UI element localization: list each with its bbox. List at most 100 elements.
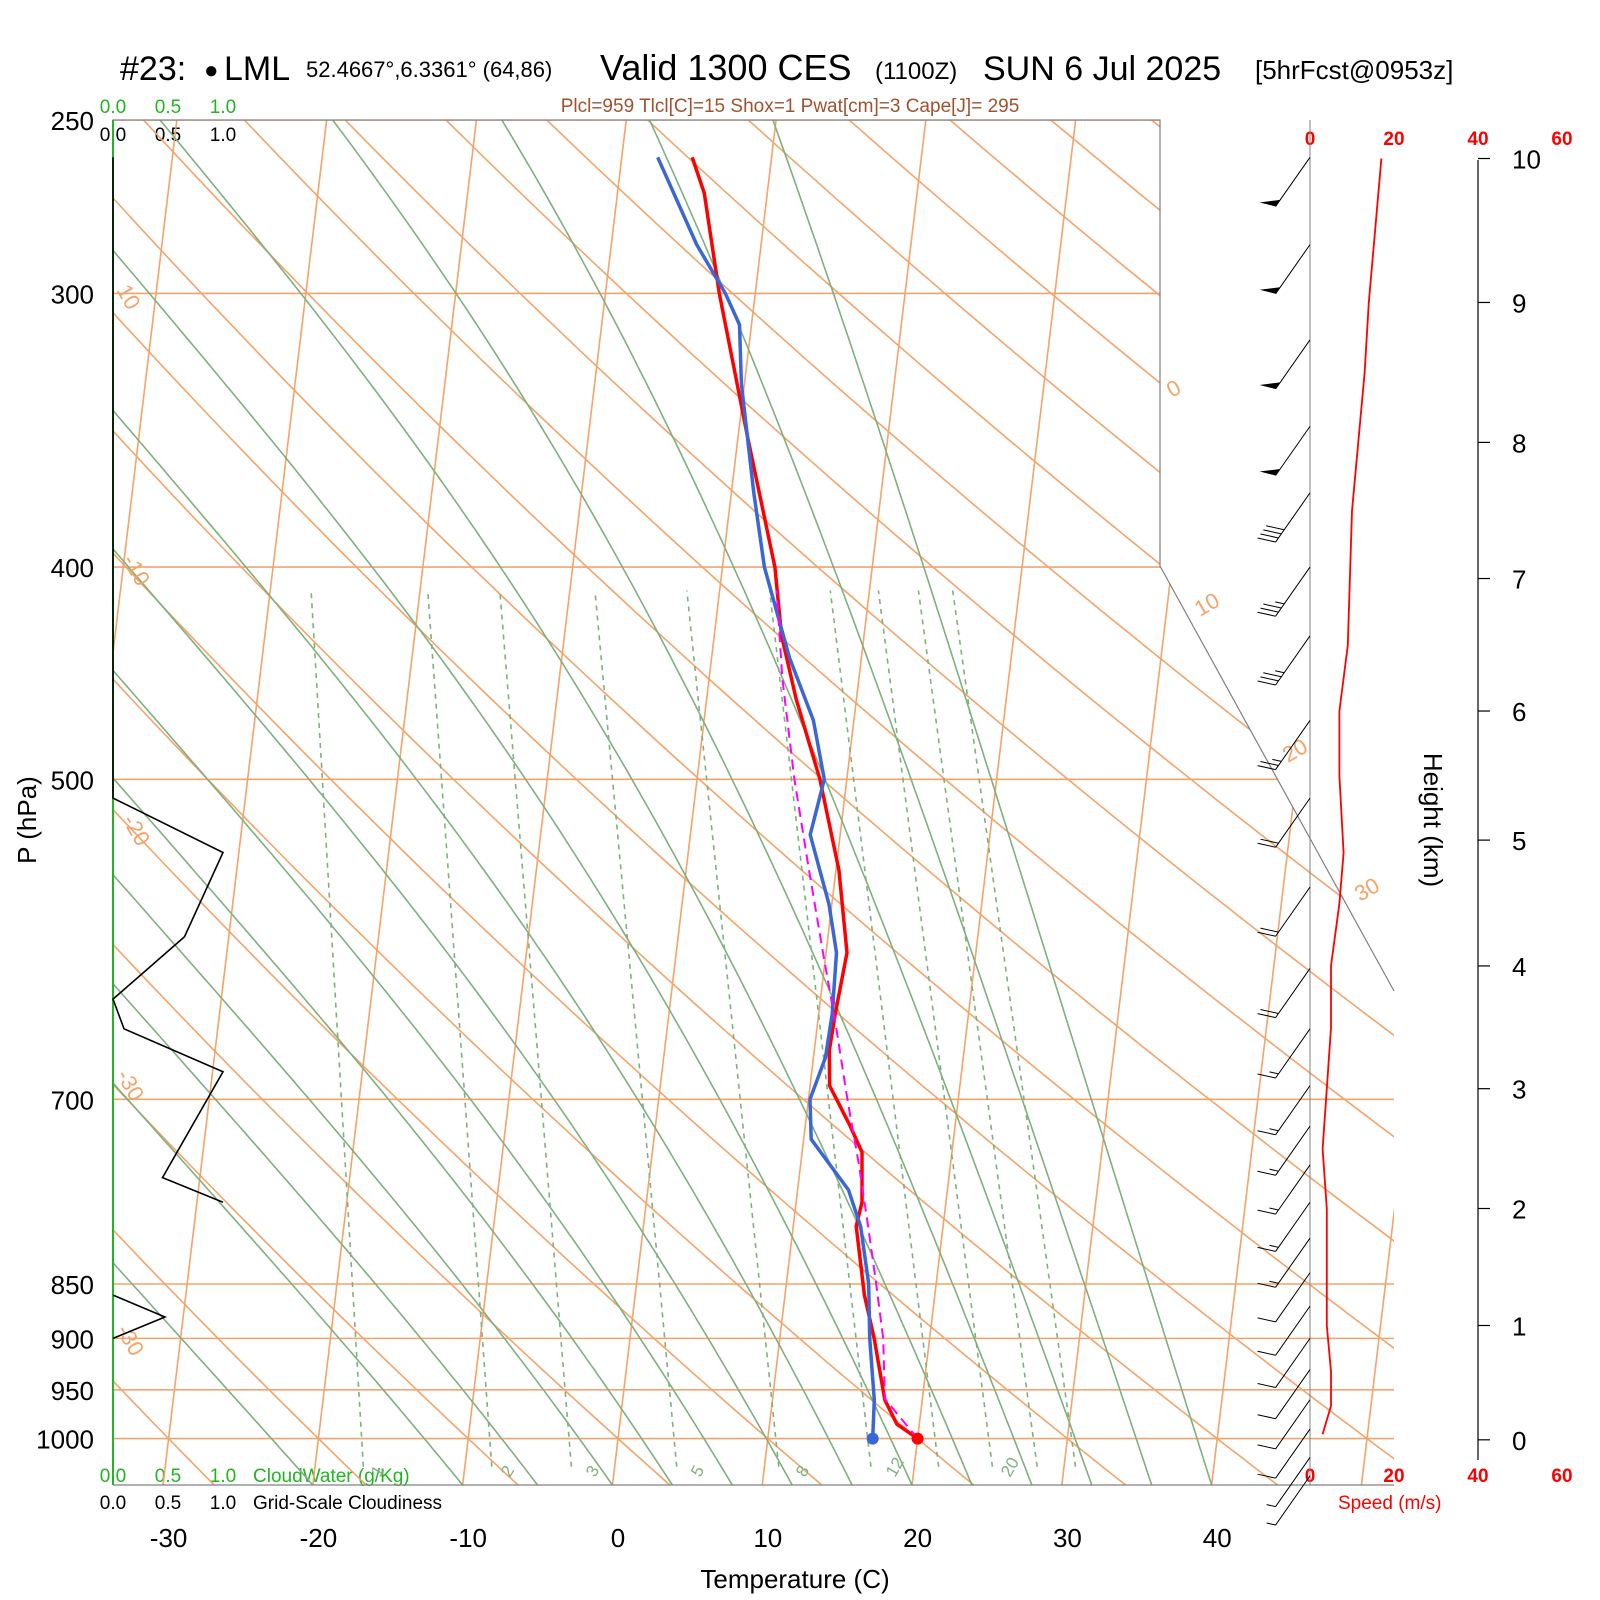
mixing-ratio-label: 5 [687, 1462, 708, 1480]
height-tick-label: 4 [1512, 952, 1526, 982]
wind-barb-half-feather [1269, 1071, 1279, 1075]
wind-barb-staff [1275, 1369, 1311, 1420]
temperature-tick-label: -20 [300, 1523, 338, 1553]
temperature-tick-label: -30 [150, 1523, 188, 1553]
moist-adiabat-line [113, 120, 614, 1485]
temperature-tick-label: 20 [903, 1523, 932, 1553]
wind-barb-staff [1275, 1028, 1311, 1079]
mixing-ratio-line [426, 590, 493, 1467]
moist-adiabat-line [113, 120, 314, 1485]
wind-barb-feather [1257, 1383, 1276, 1389]
isotherm-line [1210, 120, 1377, 1485]
wind-barb-half-feather [1269, 1207, 1279, 1211]
wind-barb-staff [1275, 1338, 1311, 1388]
cloudwater-tick: 0.0 [100, 97, 126, 118]
wind-barbs [1257, 157, 1311, 1526]
wind-barb-half-feather [1272, 758, 1282, 762]
moist-adiabat-line [113, 120, 853, 1485]
station-name: LML [224, 50, 290, 88]
pressure-tick-label: 500 [51, 765, 94, 795]
isotherm-label: 30 [1350, 872, 1384, 906]
dry-adiabat-line [1352, 120, 1394, 1485]
wind-barb-half-feather [1275, 601, 1285, 605]
parcel-line [775, 590, 919, 1440]
wind-speed-tick: 40 [1467, 129, 1488, 150]
wind-barb-feather [1257, 537, 1276, 543]
mixing-ratio-line [877, 590, 994, 1467]
mixing-ratio-label: 20 [997, 1454, 1023, 1480]
pressure-tick-label: 300 [51, 279, 94, 309]
mixing-ratio-line [310, 590, 365, 1467]
moist-adiabat-line [772, 120, 1213, 1485]
cloudiness-line [112, 1294, 168, 1340]
y-axis-label: P (hPa) [12, 776, 42, 864]
zulu-time: (1100Z) [875, 58, 957, 85]
cloudwater-tick: 0.5 [155, 1466, 181, 1487]
wind-barb-feather [1260, 838, 1279, 844]
isobar-lines [113, 120, 1394, 1440]
temperature-tick-label: 10 [753, 1523, 782, 1553]
moist-adiabat-line [113, 120, 733, 1485]
cloudwater-bottom-ticks: 0.0 0.5 1.0 CloudWater (g/Kg) [100, 1466, 410, 1487]
wind-barb-flag [1259, 382, 1281, 389]
wind-barb-feather [1257, 1170, 1276, 1176]
mixing-ratio-label: 12 [882, 1454, 908, 1480]
dry-adiabat-line [546, 120, 1394, 1485]
wind-barb-feather [1257, 1473, 1276, 1479]
temperature-tick-label: 40 [1203, 1523, 1232, 1553]
cloudwater-tick: 1.0 [210, 97, 236, 118]
moist-adiabat-line [113, 120, 464, 1485]
wind-barb-feather [1257, 1317, 1276, 1323]
wind-barb-staff [1275, 1164, 1311, 1215]
wind-barb-flag [1259, 468, 1281, 476]
moist-adiabat-line [113, 120, 539, 1485]
wind-barb-feather [1257, 1282, 1276, 1288]
wind-barb-staff [1275, 1085, 1311, 1136]
wind-barb-staff [1275, 244, 1311, 295]
wind-barb-feather [1260, 761, 1279, 766]
dry-adiabat-line [243, 120, 1394, 1485]
wind-barb-staff [1275, 797, 1311, 848]
dry-adiabat-lines [113, 120, 1600, 1485]
moist-adiabat-lines [113, 120, 1213, 1485]
height-axis-label: Height (km) [1418, 753, 1448, 887]
mixing-ratio-line [951, 590, 1077, 1467]
dry-adiabat-line [848, 120, 1394, 1485]
height-tick-label: 10 [1512, 145, 1541, 175]
mixing-ratio-label: 3 [582, 1462, 603, 1480]
wind-speed-line [1321, 158, 1383, 1435]
wind-speed-bottom-ticks: 0 20 40 60 [1305, 1466, 1573, 1487]
cloudwater-tick: 0.5 [155, 97, 181, 118]
wind-barb-staff [1275, 635, 1311, 686]
wind-barb-staff [1275, 1475, 1311, 1526]
mixing-ratio-label: 2 [497, 1462, 518, 1480]
dry-adiabat-line [113, 120, 367, 1485]
wind-barb-feather [1257, 1444, 1276, 1450]
cloudiness-tick: 0.0 [100, 1493, 126, 1514]
wind-barb-feather [1257, 1013, 1276, 1019]
pressure-tick-label: 1000 [36, 1425, 94, 1455]
pressure-ticks: 250 300 400 500 700 850 900 950 1000 [36, 106, 94, 1455]
wind-barb-staff [1275, 426, 1311, 476]
mixing-ratio-line [768, 590, 872, 1467]
cloudiness-bottom-ticks: 0.0 0.5 1.0 Grid-Scale Cloudiness [100, 1493, 442, 1514]
dry-adiabat-line [445, 120, 1394, 1485]
temperature-ticks: -30 -20 -10 0 10 20 30 40 [150, 1523, 1232, 1553]
wind-speed-tick: 20 [1383, 1466, 1404, 1487]
isotherm-line [911, 120, 1077, 1485]
wind-barb-feather [1257, 1414, 1276, 1420]
wind-barb-staff [1275, 1237, 1311, 1288]
wind-barb-staff [1275, 1125, 1311, 1176]
wind-barb-feather [1257, 1130, 1276, 1136]
wind-barb-staff [1275, 1457, 1311, 1507]
wind-barb-feather [1257, 1209, 1276, 1215]
wind-barb-feather [1263, 603, 1282, 609]
mixing-ratio-line [594, 590, 678, 1467]
height-tick-label: 9 [1512, 288, 1526, 318]
moist-adiabat-line [113, 120, 793, 1485]
dry-adiabat-line [1454, 120, 1600, 1485]
height-tick-label: 6 [1512, 697, 1526, 727]
isotherm-label: 20 [1278, 733, 1312, 767]
isotherm-label: 10 [1190, 587, 1224, 621]
wind-barb-half-feather [1275, 670, 1285, 674]
